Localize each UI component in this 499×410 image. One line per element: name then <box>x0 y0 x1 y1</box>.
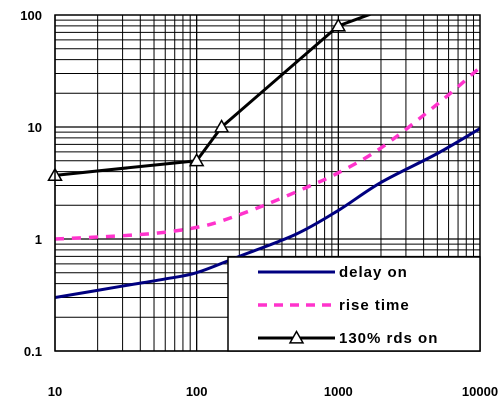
x-tick-label: 10000 <box>462 384 498 399</box>
series-layer <box>55 15 480 300</box>
legend-marker-3 <box>288 329 305 344</box>
legend: delay on rise time 130% rds on <box>227 256 481 352</box>
y-axis-ticks: 100 10 1 0.1 <box>20 8 42 359</box>
legend-label-1: delay on <box>339 264 408 281</box>
x-axis-ticks: 10 100 1000 10000 <box>48 384 498 399</box>
y-tick-label: 10 <box>28 120 42 135</box>
x-tick-label: 10 <box>48 384 62 399</box>
x-tick-label: 1000 <box>324 384 353 399</box>
series-point-3 <box>213 118 230 133</box>
series-point-3 <box>188 152 205 167</box>
series-point-3 <box>330 17 347 32</box>
x-tick-label: 100 <box>186 384 208 399</box>
y-tick-label: 0.1 <box>24 344 42 359</box>
y-tick-label: 100 <box>20 8 42 23</box>
legend-label-2: rise time <box>339 297 410 314</box>
legend-label-3: 130% rds on <box>339 330 438 347</box>
series-line-1 <box>55 127 480 300</box>
y-tick-label: 1 <box>35 232 42 247</box>
